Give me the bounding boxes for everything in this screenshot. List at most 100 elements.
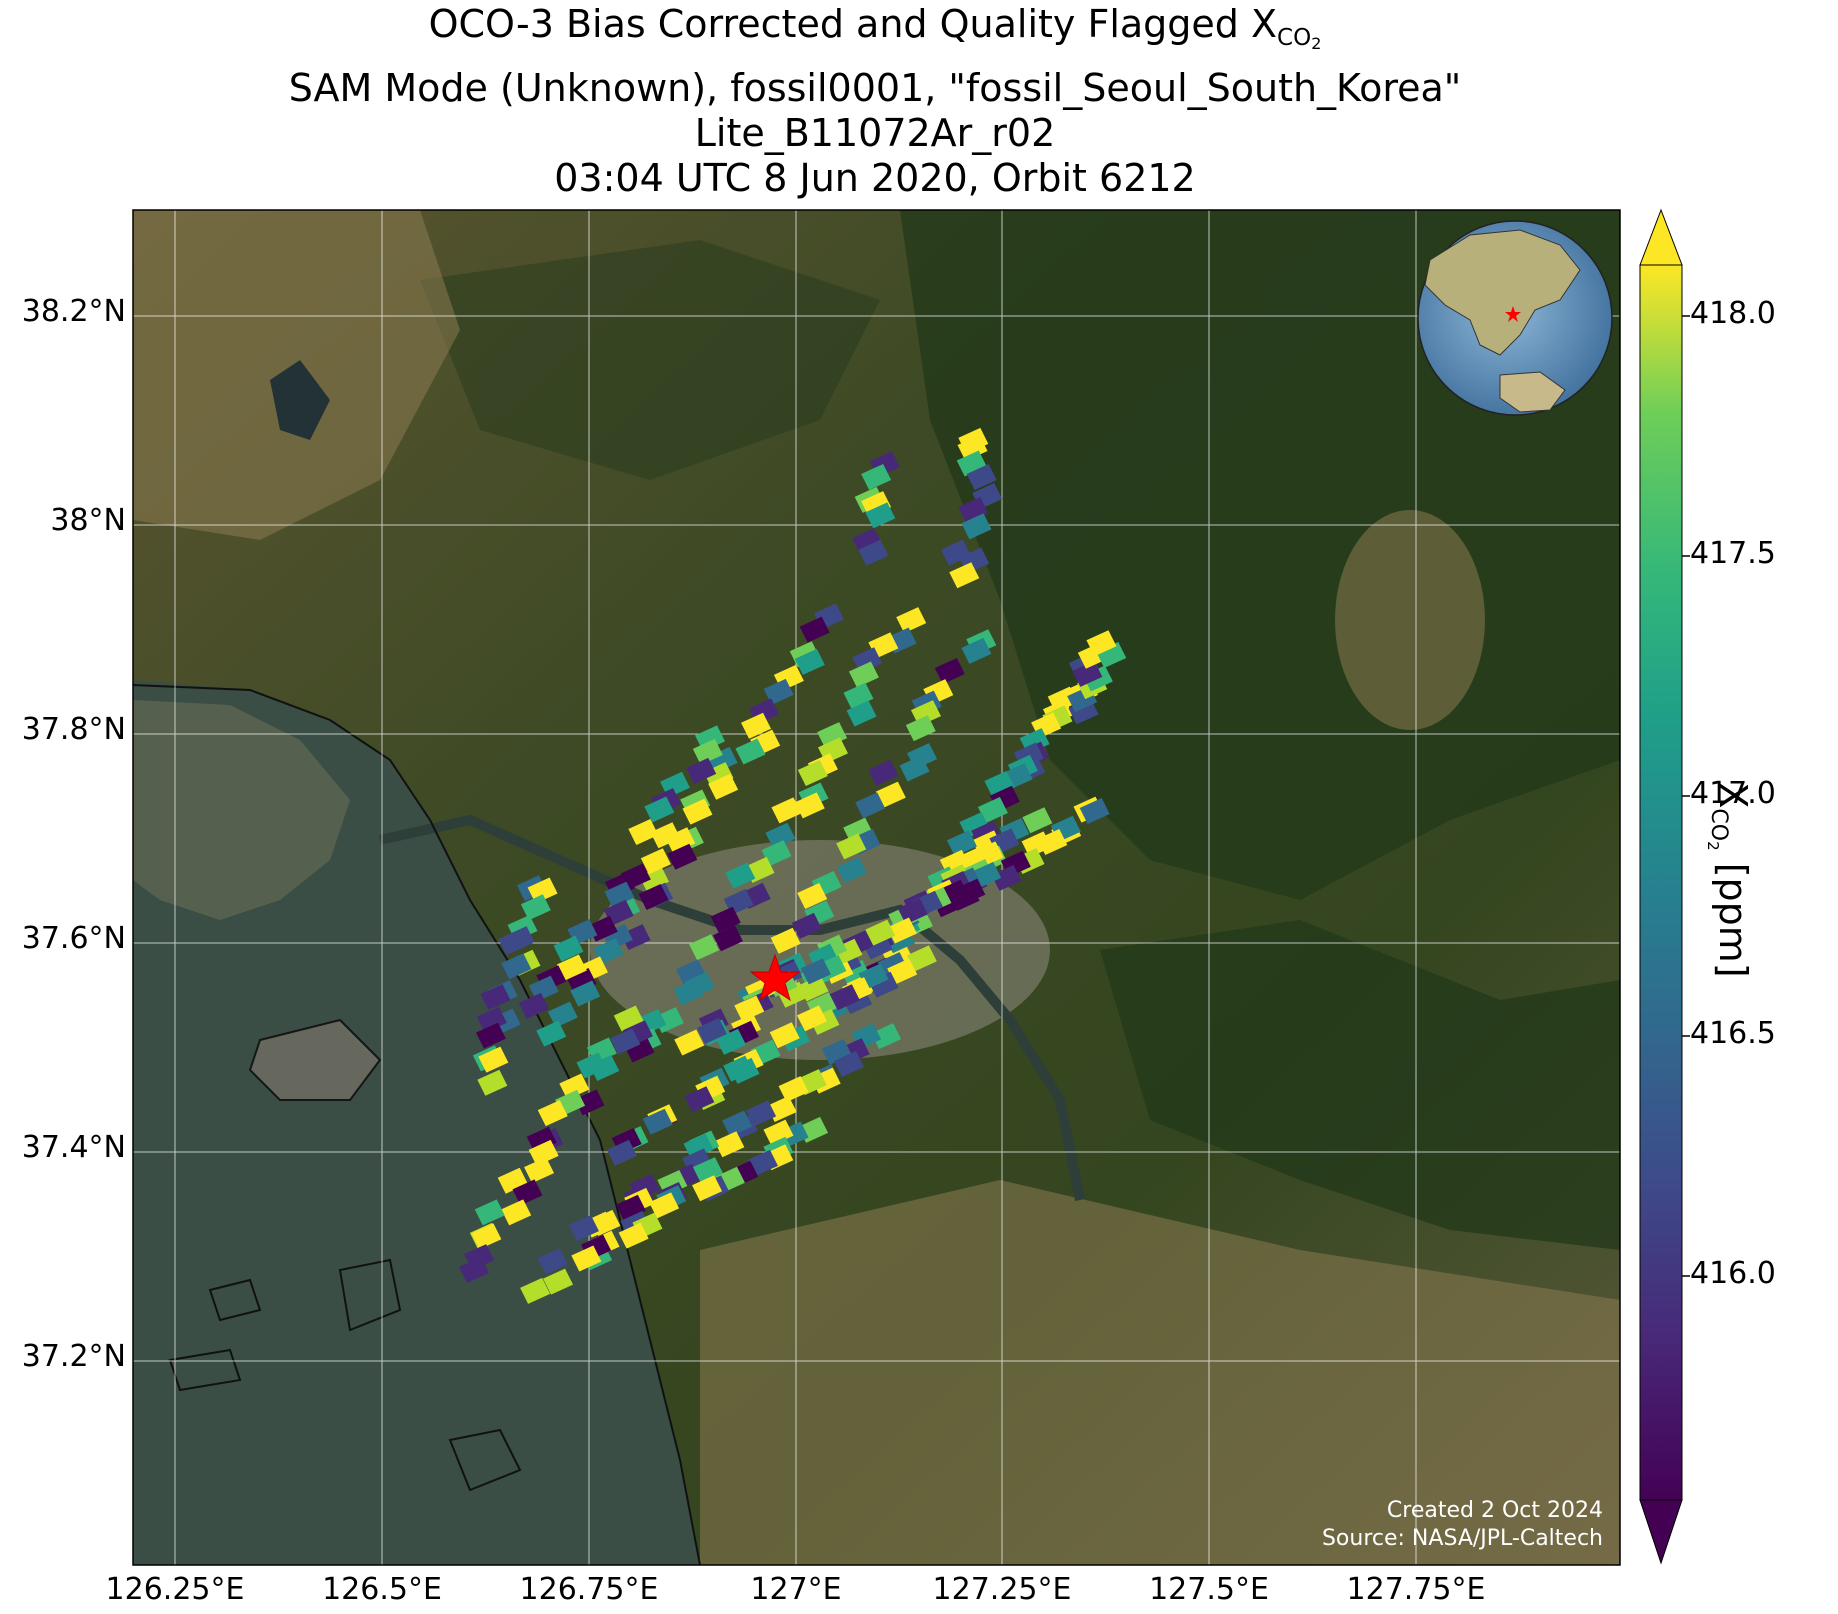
target-star-icon <box>749 953 801 1002</box>
xco2-footprint <box>556 954 587 981</box>
xco2-footprint <box>865 502 896 529</box>
xco2-footprint <box>817 722 848 749</box>
xco2-footprint <box>957 434 988 461</box>
title-sub-2: 2 <box>1311 34 1322 53</box>
xco2-footprint <box>771 797 802 824</box>
colorbar-label-2: 2 <box>1704 841 1722 851</box>
xco2-footprint <box>593 938 624 965</box>
colorbar-gradient <box>1640 265 1682 1500</box>
xco2-footprint <box>871 1023 902 1050</box>
lat-tick-label: 37.6°N <box>21 921 126 956</box>
title-subscript: CO2 <box>1277 25 1322 53</box>
colorbar-label-sub: CO2 <box>1704 808 1731 851</box>
colorbar-frame <box>1639 264 1683 1501</box>
xco2-footprint <box>843 682 874 709</box>
xco2-footprint <box>543 1268 574 1295</box>
xco2-footprint <box>683 1133 714 1160</box>
xco2-footprint <box>877 952 908 979</box>
xco2-footprint <box>840 959 871 986</box>
xco2-footprint <box>576 1052 607 1079</box>
xco2-footprint <box>1022 807 1053 834</box>
colorbar-label-co: CO <box>1706 808 1731 842</box>
xco2-footprint <box>984 771 1015 798</box>
xco2-footprint <box>649 1192 680 1219</box>
globe-landmass <box>1424 229 1581 356</box>
lon-tick-label: 126.25°E <box>105 1572 245 1607</box>
xco2-footprint <box>1021 831 1052 858</box>
lon-tick-label: 127.25°E <box>932 1572 1072 1607</box>
colorbar-tick-label: 416.0 <box>1690 1256 1776 1291</box>
colorbar-tick-label: 416.5 <box>1690 1016 1776 1051</box>
xco2-footprint <box>722 1110 753 1137</box>
xco2-footprint <box>537 1248 568 1275</box>
xco2-footprint <box>703 762 734 789</box>
title-sub-co: CO <box>1277 25 1312 51</box>
xco2-footprint <box>958 496 989 523</box>
xco2-footprint <box>520 894 551 921</box>
xco2-footprint <box>769 1022 800 1049</box>
lat-tick-label: 37.2°N <box>21 1339 126 1374</box>
xco2-footprint <box>855 792 886 819</box>
xco2-footprint <box>791 912 822 939</box>
xco2-footprint <box>650 822 681 849</box>
xco2-footprint <box>799 616 830 643</box>
xco2-footprint <box>527 877 558 904</box>
xco2-footprint <box>692 738 723 765</box>
xco2-footprint <box>615 1194 646 1221</box>
xco2-footprint <box>640 848 671 875</box>
colorbar-tick-label: 418.0 <box>1690 296 1776 331</box>
xco2-footprint <box>865 919 896 946</box>
xco2-footprint <box>725 862 756 889</box>
xco2-footprint <box>628 819 659 846</box>
xco2-footprint <box>887 958 918 985</box>
xco2-footprint <box>852 528 883 555</box>
xco2-footprint <box>716 1028 747 1055</box>
xco2-footprint <box>949 562 980 589</box>
xco2-footprint <box>682 798 713 825</box>
xco2-footprint <box>778 1076 809 1103</box>
xco2-footprint <box>800 958 831 985</box>
xco2-footprint <box>518 992 549 1019</box>
xco2-footprint <box>477 1069 508 1096</box>
title-line-1-text: OCO-3 Bias Corrected and Quality Flagged… <box>428 2 1278 46</box>
xco2-footprint <box>604 881 635 908</box>
xco2-footprint <box>899 755 930 782</box>
xco2-footprint <box>797 883 828 910</box>
xco2-footprint <box>896 607 927 634</box>
xco2-footprint <box>836 833 867 860</box>
xco2-footprint <box>956 450 987 477</box>
xco2-footprint <box>610 1028 641 1055</box>
xco2-footprint <box>620 924 651 951</box>
title-line-2: SAM Mode (Unknown), fossil0001, "fossil_… <box>288 66 1462 110</box>
han-river <box>378 814 1085 1201</box>
xco2-footprint <box>686 757 717 784</box>
xco2-footprint <box>723 1055 754 1082</box>
xco2-footprint <box>504 926 535 953</box>
xco2-footprint <box>746 1100 777 1127</box>
globe-landmass-south <box>1499 371 1566 413</box>
lat-tick-label: 38°N <box>50 503 126 538</box>
xco2-footprint <box>991 864 1022 891</box>
xco2-footprint <box>761 840 792 867</box>
xco2-footprint <box>798 975 829 1002</box>
xco2-footprint <box>905 715 936 742</box>
xco2-footprint <box>676 959 707 986</box>
lon-tick-label: 127°E <box>750 1572 842 1607</box>
map-area[interactable] <box>133 210 1620 1565</box>
colorbar-label-x: X <box>1711 782 1755 809</box>
xco2-soundings <box>459 427 1127 1304</box>
xco2-footprint <box>528 1139 559 1166</box>
xco2-footprint <box>667 843 698 870</box>
xco2-footprint <box>459 1256 490 1283</box>
colorbar-extend-min <box>1639 1499 1683 1565</box>
xco2-footprint <box>568 1215 599 1242</box>
xco2-footprint <box>639 865 670 892</box>
xco2-footprint <box>837 856 868 883</box>
xco2-footprint <box>618 1222 649 1249</box>
title-line-1: OCO-3 Bias Corrected and Quality Flagged… <box>0 2 1750 66</box>
xco2-footprint <box>934 658 965 685</box>
xco2-footprint <box>1072 660 1103 687</box>
xco2-footprint <box>734 995 765 1022</box>
xco2-footprint <box>848 661 879 688</box>
